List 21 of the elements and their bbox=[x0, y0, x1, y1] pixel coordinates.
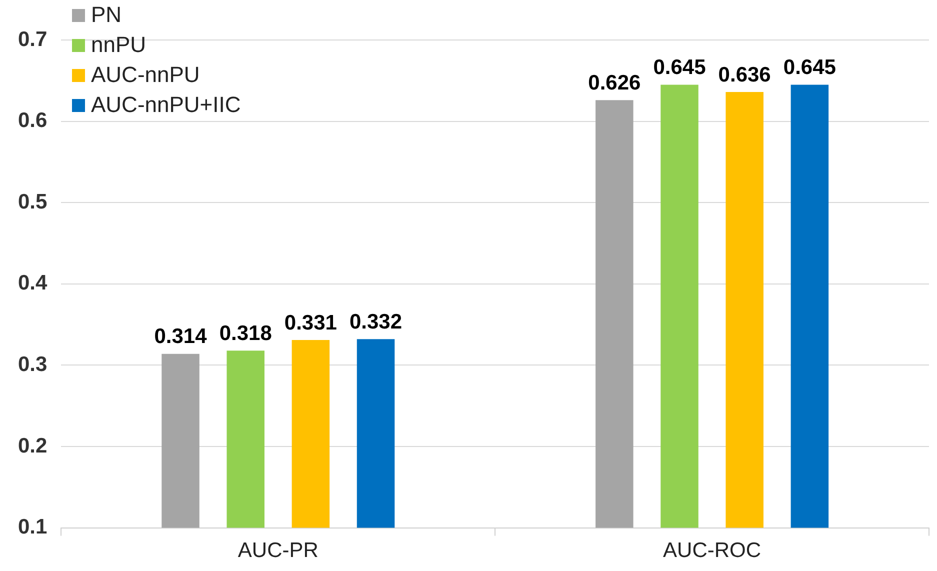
data-label: 0.332 bbox=[349, 310, 402, 334]
data-label: 0.636 bbox=[718, 63, 771, 86]
y-tick-label: 0.7 bbox=[18, 28, 48, 51]
data-label: 0.626 bbox=[588, 71, 641, 94]
y-tick-label: 0.1 bbox=[18, 516, 48, 539]
y-tick-label: 0.4 bbox=[18, 272, 48, 295]
legend-label: AUC-nnPU+IIC bbox=[91, 92, 241, 118]
legend-label: nnPU bbox=[91, 32, 146, 58]
y-tick-label: 0.6 bbox=[18, 109, 48, 132]
y-tick-label: 0.3 bbox=[18, 352, 48, 376]
y-tick-label: 0.2 bbox=[18, 434, 48, 458]
legend-label: AUC-nnPU bbox=[91, 62, 200, 88]
y-tick-label: 0.5 bbox=[18, 190, 48, 214]
data-label: 0.645 bbox=[783, 56, 836, 80]
legend-label: PN bbox=[91, 2, 122, 28]
data-label: 0.645 bbox=[653, 56, 706, 80]
x-tick-label: AUC-ROC bbox=[663, 539, 762, 562]
data-label: 0.314 bbox=[154, 325, 208, 348]
data-label: 0.318 bbox=[219, 322, 272, 345]
x-tick-label: AUC-PR bbox=[238, 539, 318, 562]
data-label: 0.331 bbox=[284, 311, 338, 334]
